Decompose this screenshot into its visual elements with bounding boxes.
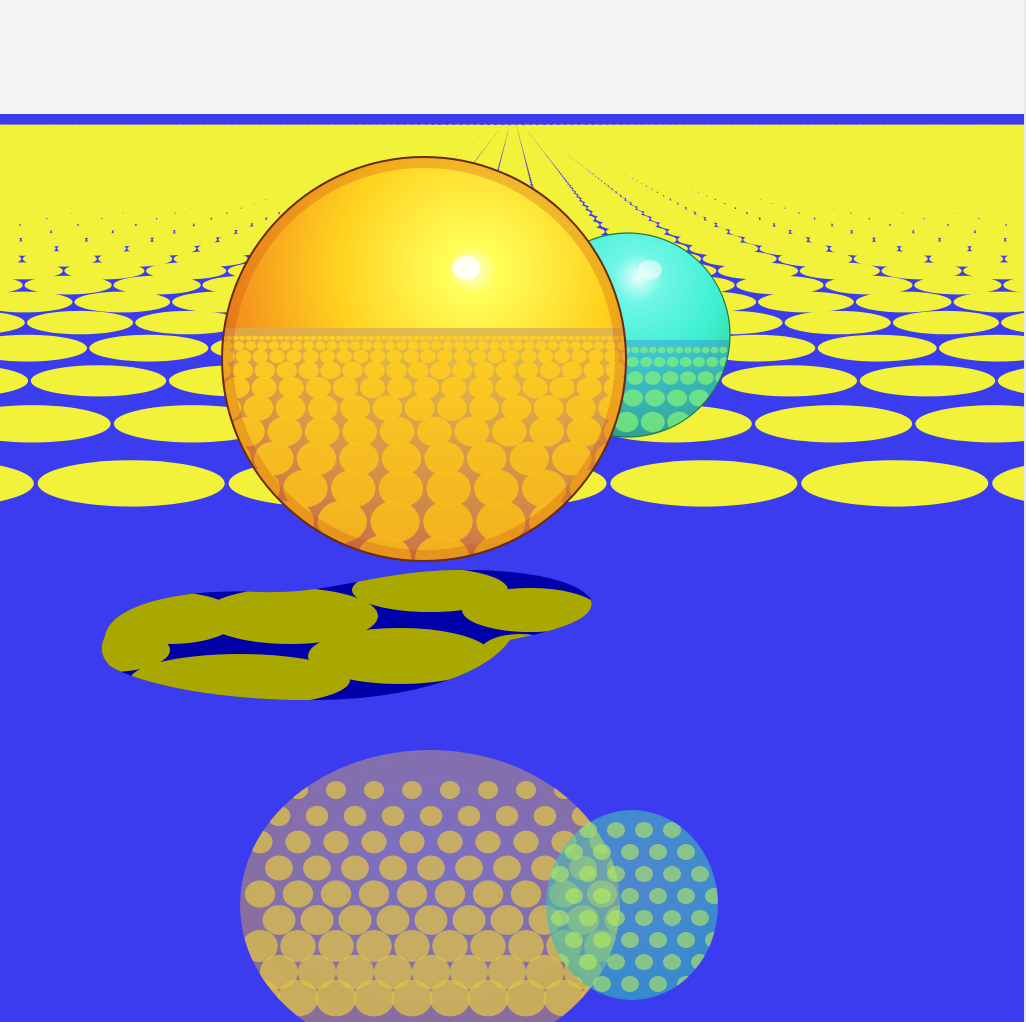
viewport-edge <box>1024 0 1026 1022</box>
sky-background <box>0 0 1026 114</box>
sphere-shadow <box>101 569 592 701</box>
